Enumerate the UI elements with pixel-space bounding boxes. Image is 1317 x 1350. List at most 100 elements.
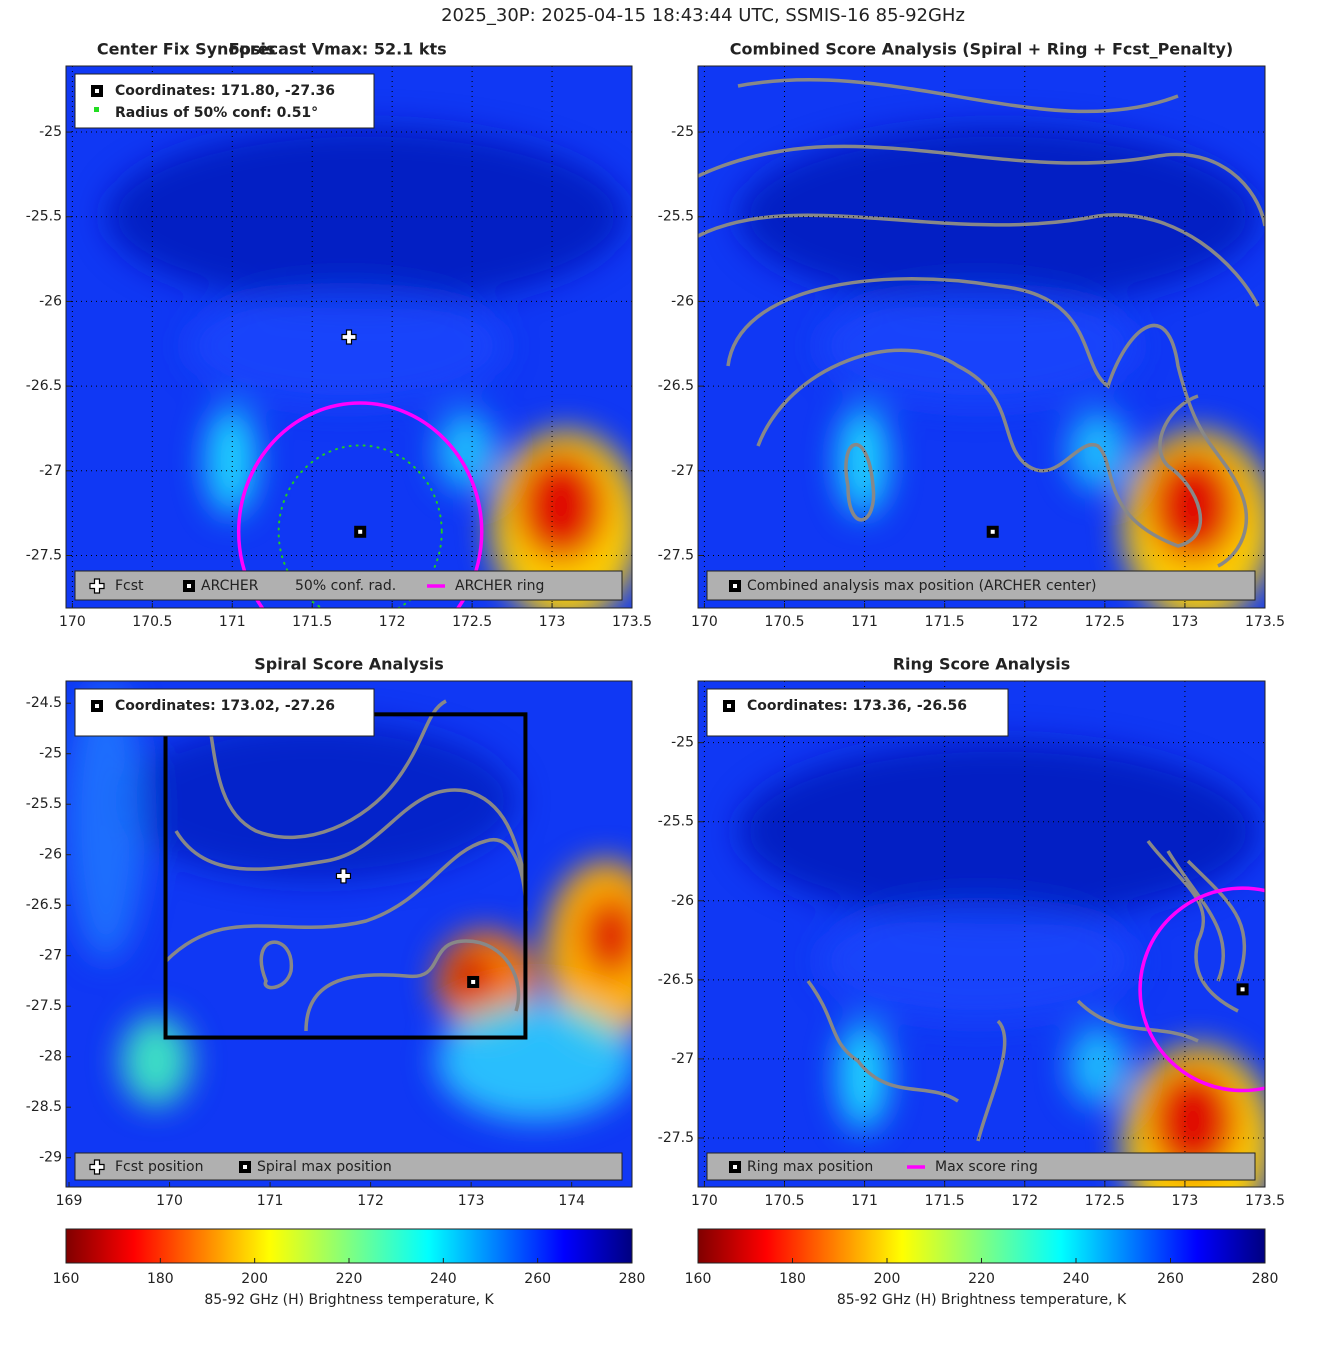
marker-square [91, 700, 103, 712]
marker-square [239, 1161, 251, 1173]
y-tick-label: -26.5 [26, 897, 62, 913]
marker-plus [89, 1159, 105, 1175]
frame [65, 65, 633, 609]
y-tick-label: -27 [39, 948, 62, 964]
legend-label: Fcst [115, 578, 144, 594]
figure-title: 2025_30P: 2025-04-15 18:43:44 UTC, SSMIS… [441, 5, 965, 26]
field-blob [581, 896, 632, 976]
contour [737, 78, 1179, 114]
x-tick-label: 171 [257, 1193, 284, 1209]
y-tick-label: -26.5 [658, 972, 694, 988]
colorbar-tick-label: 180 [147, 1271, 174, 1287]
info-text: Coordinates: 173.02, -27.26 [115, 698, 335, 714]
y-tick-label: -28.5 [26, 1099, 62, 1115]
x-tick-label: 170 [691, 614, 718, 630]
x-tick-label: 173 [1172, 614, 1199, 630]
y-tick-label: -26 [39, 847, 62, 863]
contour [756, 348, 1203, 548]
ring [236, 401, 484, 608]
y-tick-label: -25.5 [658, 209, 694, 225]
y-tick-label: -26 [671, 893, 694, 909]
field-blob [121, 1016, 191, 1106]
field-blob [738, 126, 1258, 306]
marker-plus [335, 868, 352, 884]
contour [1076, 999, 1199, 1043]
colorbar-label: 85-92 GHz (H) Brightness temperature, K [837, 1292, 1127, 1308]
legend-box [74, 1152, 623, 1181]
contour [304, 939, 521, 1032]
x-tick-label: 172.5 [1085, 1193, 1125, 1209]
marker-square [729, 1161, 741, 1173]
y-tick-label: -25 [671, 735, 694, 751]
field-blob [818, 901, 1138, 1021]
contour [164, 837, 528, 963]
legend-box [74, 570, 623, 601]
marker-square [183, 580, 195, 592]
field-blob [818, 286, 1138, 406]
marker-inner [1240, 987, 1245, 992]
frame [697, 680, 1266, 1188]
field-blob [738, 741, 1258, 921]
info-box [706, 688, 1009, 737]
contour [259, 940, 293, 990]
plot-area [698, 66, 1265, 608]
contour [698, 213, 1260, 307]
y-tick-label: -27.5 [658, 1130, 694, 1146]
colorbar-tick-label: 280 [619, 1271, 646, 1287]
legend-label: Ring max position [747, 1159, 873, 1175]
field-blob [1068, 1026, 1128, 1106]
y-tick-label: -27 [39, 463, 62, 479]
x-tick-label: 171 [851, 614, 878, 630]
y-tick-label: -27.5 [658, 547, 694, 563]
field-blob [837, 406, 889, 516]
y-tick-label: -26 [39, 293, 62, 309]
panel-title: Spiral Score Analysis [254, 655, 444, 674]
marker-square [723, 700, 735, 712]
x-tick-label: 170.5 [764, 614, 804, 630]
field-blob [66, 681, 146, 961]
legend-label: Fcst position [115, 1159, 203, 1175]
colorbar-tick-label: 200 [874, 1271, 901, 1287]
x-tick-label: 173 [539, 614, 566, 630]
colorbar [697, 1228, 1266, 1264]
legend-box [706, 570, 1256, 601]
marker-inner [358, 529, 363, 534]
legend-label: Combined analysis max position (ARCHER c… [747, 578, 1096, 594]
field [106, 126, 632, 608]
y-tick-label: -27 [671, 1051, 694, 1067]
y-tick-label: -25.5 [658, 814, 694, 830]
y-tick-label: -25 [39, 124, 62, 140]
marker-plus [341, 329, 357, 345]
x-tick-label: 171.5 [925, 1193, 965, 1209]
y-tick-label: -26.5 [658, 378, 694, 394]
colorbar-tick-label: 240 [430, 1271, 457, 1287]
x-tick-label: 173.5 [612, 614, 652, 630]
field-blob [1148, 1066, 1238, 1176]
colorbar [65, 1228, 633, 1264]
field [738, 126, 1265, 608]
contour [1146, 839, 1239, 1013]
contour [844, 443, 876, 522]
legend-box [706, 1152, 1256, 1181]
x-tick-label: 172 [1011, 1193, 1038, 1209]
contour [1166, 850, 1225, 982]
marker-inner [95, 704, 99, 708]
legend-label: 50% conf. rad. [295, 578, 396, 594]
x-tick-label: 172 [379, 614, 406, 630]
contour [174, 788, 528, 882]
marker-square [467, 975, 480, 988]
y-tick-label: -27 [671, 463, 694, 479]
x-tick-label: 171 [219, 614, 246, 630]
y-tick-label: -27.5 [26, 547, 62, 563]
plot-area [66, 681, 632, 1187]
x-tick-label: 173 [458, 1193, 485, 1209]
contour [1186, 859, 1247, 982]
legend-label: Max score ring [935, 1159, 1038, 1175]
legend-label: ARCHER ring [455, 578, 544, 594]
colorbar-tick-label: 160 [53, 1271, 80, 1287]
panel-title: Combined Score Analysis (Spiral + Ring +… [730, 40, 1233, 59]
x-tick-label: 174 [558, 1193, 585, 1209]
panel-title: Ring Score Analysis [893, 655, 1071, 674]
x-tick-label: 171 [851, 1193, 878, 1209]
field-blob [837, 1021, 889, 1131]
